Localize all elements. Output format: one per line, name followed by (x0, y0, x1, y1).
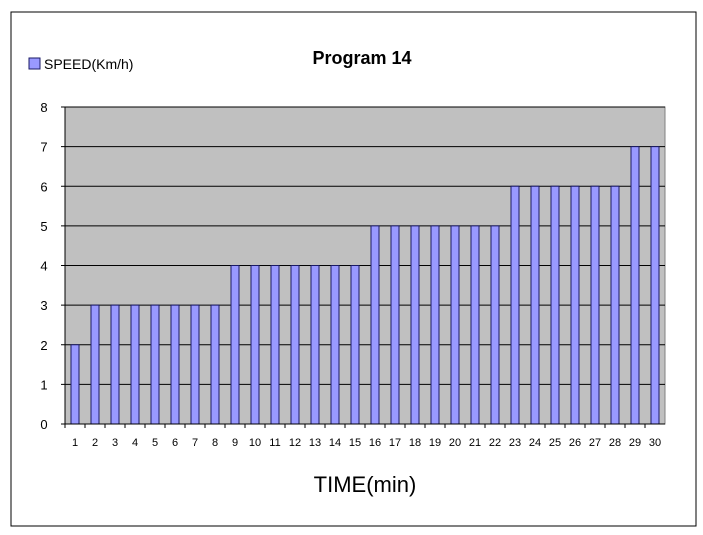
x-tick-label: 12 (289, 437, 301, 449)
bar (350, 265, 360, 425)
x-tick-label: 9 (232, 437, 238, 449)
bar (370, 225, 380, 425)
bar (630, 146, 640, 425)
bar (590, 185, 600, 425)
bar (290, 265, 300, 425)
x-tick-label: 5 (152, 437, 158, 449)
x-tick-label: 28 (609, 437, 621, 449)
x-tick-label: 14 (329, 437, 341, 449)
bar (270, 265, 280, 425)
gridlines (65, 106, 665, 385)
bar (130, 304, 140, 425)
x-tick-label: 30 (649, 437, 661, 449)
legend-label: SPEED(Km/h) (44, 56, 133, 72)
bars (70, 146, 660, 425)
x-tick-label: 18 (409, 437, 421, 449)
x-tick-label: 19 (429, 437, 441, 449)
x-tick-label: 26 (569, 437, 581, 449)
x-tick-label: 21 (469, 437, 481, 449)
x-tick-label: 3 (112, 437, 118, 449)
x-tick-label: 22 (489, 437, 501, 449)
bar (70, 344, 80, 425)
y-tick-label: 8 (40, 100, 47, 115)
y-tick-label: 2 (40, 338, 47, 353)
bar (210, 304, 220, 425)
y-tick-label: 1 (40, 377, 47, 392)
x-tick-label: 23 (509, 437, 521, 449)
y-tick-label: 6 (40, 179, 47, 194)
bar (550, 185, 560, 425)
y-tick-label: 7 (40, 140, 47, 155)
x-tick-label: 15 (349, 437, 361, 449)
x-tick-label: 17 (389, 437, 401, 449)
x-tick-label: 2 (92, 437, 98, 449)
bar (510, 185, 520, 425)
x-tick-label: 27 (589, 437, 601, 449)
x-tick-label: 1 (72, 437, 78, 449)
y-axis-ticks: 0 1 2 3 4 5 6 7 8 (40, 100, 65, 432)
legend: SPEED(Km/h) (28, 56, 133, 72)
bar (90, 304, 100, 425)
bar (170, 304, 180, 425)
y-tick-label: 5 (40, 219, 47, 234)
bar (450, 225, 460, 425)
bar (150, 304, 160, 425)
y-tick-label: 0 (40, 417, 47, 432)
x-tick-label: 16 (369, 437, 381, 449)
x-tick-label: 29 (629, 437, 641, 449)
y-tick-label: 3 (40, 298, 47, 313)
bar (610, 185, 620, 425)
bar (430, 225, 440, 425)
x-tick-label: 10 (249, 437, 261, 449)
x-tick-label: 7 (192, 437, 198, 449)
x-tick-label: 13 (309, 437, 321, 449)
bar (390, 225, 400, 425)
bar (490, 225, 500, 425)
bar (110, 304, 120, 425)
bar (190, 304, 200, 425)
x-tick-label: 20 (449, 437, 461, 449)
bar (250, 265, 260, 425)
chart-title: Program 14 (312, 48, 411, 68)
x-axis-title: TIME(min) (314, 472, 417, 497)
bar (570, 185, 580, 425)
x-tick-label: 8 (212, 437, 218, 449)
x-tick-label: 4 (132, 437, 138, 449)
bar (650, 146, 660, 425)
x-tick-label: 11 (269, 437, 280, 449)
x-tick-label: 25 (549, 437, 561, 449)
x-tick-label: 6 (172, 437, 178, 449)
y-tick-label: 4 (40, 259, 47, 274)
bar (410, 225, 420, 425)
bar (330, 265, 340, 425)
bar (230, 265, 240, 425)
bar (310, 265, 320, 425)
bar (470, 225, 480, 425)
legend-swatch (28, 57, 41, 70)
x-axis-ticks: 1 2 3 4 5 6 7 8 9 10 11 12 13 14 15 16 17 18 19 20 21 22 23 24 2… (64, 424, 661, 449)
bar (530, 185, 540, 425)
x-tick-label: 24 (529, 437, 541, 449)
